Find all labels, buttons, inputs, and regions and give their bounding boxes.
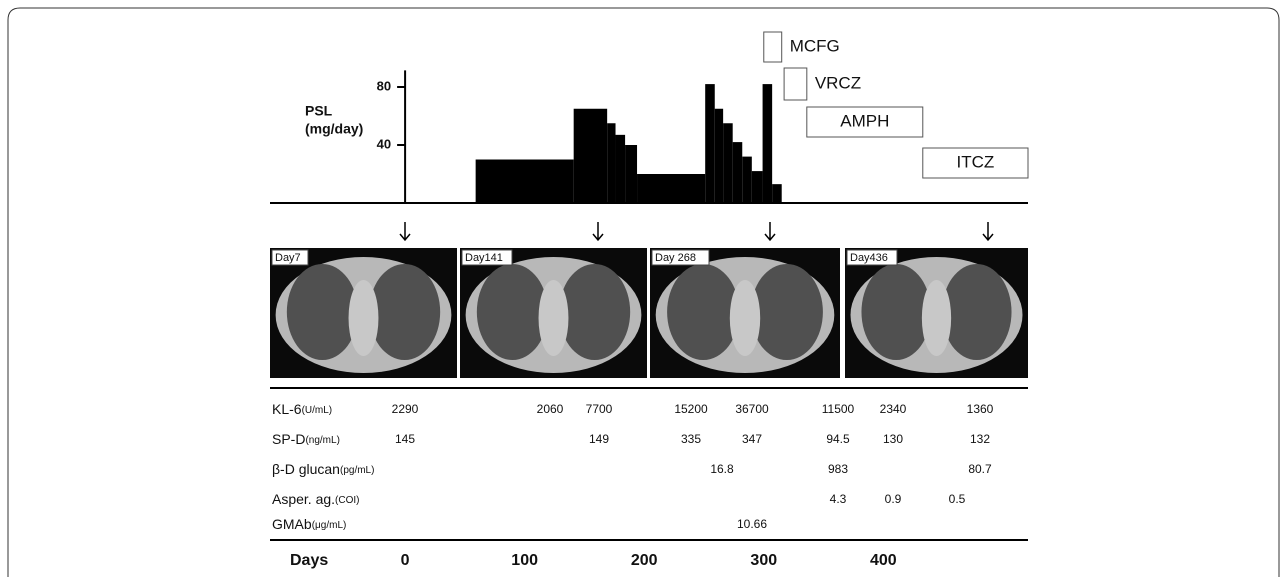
drug-label: MCFG: [790, 36, 840, 55]
ct-panels: Day7 Day141 Day 268 Day436: [270, 248, 1028, 378]
lab-value: 983: [828, 462, 848, 476]
drug-bar: [764, 32, 782, 62]
dose-step: [752, 171, 763, 203]
lab-value: 0.9: [885, 492, 902, 506]
y-label: PSL: [305, 103, 333, 119]
dose-step: [637, 174, 705, 203]
lab-value: 94.5: [826, 432, 850, 446]
lab-value: 335: [681, 432, 701, 446]
lab-name: GMAb(μg/mL): [272, 516, 346, 532]
x-tick-label: 200: [631, 552, 658, 569]
lab-value: 7700: [586, 402, 613, 416]
dose-step: [574, 109, 607, 203]
lab-name: β-D glucan(pg/mL): [272, 461, 374, 477]
dose-step: [742, 157, 752, 203]
lab-value: 10.66: [737, 517, 767, 531]
scan-arrows: [400, 222, 993, 240]
ct-lung: [751, 264, 823, 360]
dose-step: [715, 109, 723, 203]
drug-label: AMPH: [840, 111, 889, 130]
lab-unit: (ng/mL): [305, 435, 339, 446]
lab-unit: (COI): [335, 495, 359, 506]
lab-unit: (pg/mL): [340, 465, 374, 476]
drug-label: VRCZ: [815, 73, 861, 92]
ct-lung: [287, 264, 358, 360]
lab-value: 132: [970, 432, 990, 446]
lab-unit: (U/mL): [302, 405, 333, 416]
x-tick-label: 100: [511, 552, 538, 569]
lab-name: KL-6(U/mL): [272, 401, 332, 417]
x-tick-label: 0: [401, 552, 410, 569]
dose-step: [705, 84, 715, 203]
dose-step: [772, 184, 782, 203]
lab-value: 347: [742, 432, 762, 446]
ct-heart: [730, 280, 760, 356]
lab-value: 2290: [392, 402, 419, 416]
drug-bar: [784, 68, 807, 100]
dose-step: [476, 160, 574, 204]
ct-lung: [942, 264, 1012, 360]
lab-name-text: KL-6: [272, 401, 302, 417]
ct-lung: [369, 264, 440, 360]
lab-value: 1360: [967, 402, 994, 416]
ct-lung: [559, 264, 630, 360]
x-tick-label: 300: [750, 552, 777, 569]
lab-name-text: GMAb: [272, 516, 312, 532]
ct-label: Day 268: [655, 252, 696, 264]
ct-heart: [922, 280, 951, 356]
figure: PSL (mg/day) Days Day7 Day141 Day 268 Day43…: [0, 0, 1287, 577]
y-unit: (mg/day): [305, 121, 363, 137]
lab-value: 2340: [880, 402, 907, 416]
lab-value: 145: [395, 432, 415, 446]
lab-value: 0.5: [949, 492, 966, 506]
drug-label: ITCZ: [957, 152, 995, 171]
lab-unit: (μg/mL): [312, 520, 347, 531]
lab-value: 2060: [537, 402, 564, 416]
dose-step: [625, 145, 637, 203]
ct-label: Day436: [850, 252, 888, 264]
lab-name-text: β-D glucan: [272, 461, 340, 477]
lab-name: SP-D(ng/mL): [272, 431, 340, 447]
x-label: Days: [290, 552, 328, 569]
x-tick-label: 400: [870, 552, 897, 569]
lab-value: 149: [589, 432, 609, 446]
ct-heart: [539, 280, 569, 356]
lab-name-text: Asper. ag.: [272, 491, 335, 507]
ct-label: Day141: [465, 252, 503, 264]
dose-step: [616, 135, 626, 203]
lab-value: 36700: [735, 402, 769, 416]
lab-value: 15200: [674, 402, 708, 416]
lab-name-text: SP-D: [272, 431, 305, 447]
dose-step: [763, 84, 773, 203]
dose-step: [723, 123, 733, 203]
ct-label: Day7: [275, 252, 301, 264]
lab-name: Asper. ag.(COI): [272, 491, 360, 507]
lab-value: 4.3: [830, 492, 847, 506]
lab-value: 16.8: [710, 462, 734, 476]
lab-value: 11500: [822, 402, 855, 416]
ct-lung: [477, 264, 548, 360]
y-tick-label: 80: [377, 78, 391, 93]
y-tick-label: 40: [377, 136, 391, 151]
ct-lung: [667, 264, 739, 360]
dose-step: [607, 123, 615, 203]
lab-value: 80.7: [968, 462, 992, 476]
lab-value: 130: [883, 432, 903, 446]
dose-step: [733, 142, 743, 203]
ct-lung: [861, 264, 931, 360]
ct-heart: [349, 280, 379, 356]
